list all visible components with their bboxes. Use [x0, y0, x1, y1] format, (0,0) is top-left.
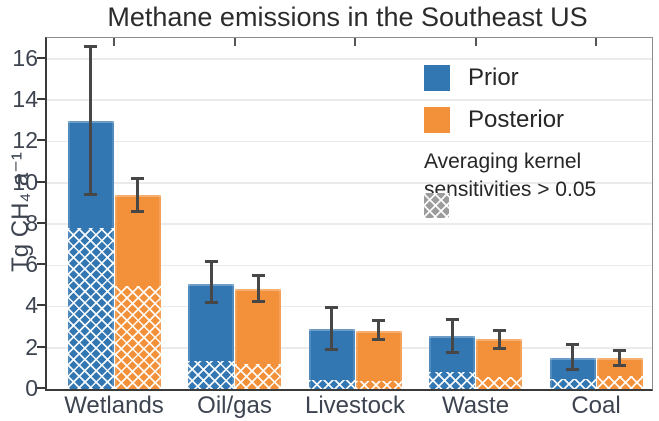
- y-tick-label-0: 0: [25, 375, 38, 401]
- y-tick-label-4: 4: [25, 292, 38, 319]
- prior-color-swatch: [424, 65, 450, 91]
- hatch-overlay-posterior-coal: [596, 375, 643, 389]
- error-bar-posterior-oil-gas: [256, 275, 260, 302]
- legend-label-posterior: Posterior: [468, 106, 565, 133]
- bar-prior-oil-gas: [188, 283, 234, 389]
- error-bar-posterior-wetlands: [136, 178, 139, 212]
- chart-title: Methane emissions in the Southeast US: [107, 2, 588, 32]
- error-bar-cap-low-posterior-wetlands: [131, 209, 144, 213]
- gridline-6: [47, 264, 652, 267]
- hatch-overlay-prior-waste: [429, 372, 475, 389]
- error-bar-cap-high-posterior-livestock: [372, 319, 385, 323]
- error-bar-cap-high-posterior-oil-gas: [251, 273, 265, 277]
- y-tick-mark-0: [37, 387, 45, 389]
- posterior-color-swatch: [424, 107, 450, 133]
- error-bar-posterior-waste: [497, 330, 501, 349]
- error-bar-cap-low-posterior-livestock: [372, 337, 385, 341]
- y-tick-mark-6: [37, 263, 45, 266]
- error-bar-prior-oil-gas: [209, 261, 213, 303]
- x-tick-mark-coal: [595, 38, 597, 46]
- error-bar-cap-low-prior-coal: [566, 367, 579, 371]
- legend-label-hatch: Averaging kernel sensitivities > 0.05: [424, 148, 596, 204]
- legend-item-hatch: Averaging kernel sensitivities > 0.05: [424, 148, 596, 218]
- error-bar-prior-waste: [450, 319, 454, 353]
- y-tick-label-10: 10: [12, 168, 38, 195]
- error-bar-cap-low-posterior-oil-gas: [251, 299, 265, 303]
- hatch-overlay-posterior-waste: [476, 376, 522, 389]
- x-tick-mark-waste: [474, 38, 477, 46]
- error-bar-cap-high-prior-oil-gas: [204, 259, 218, 263]
- x-tick-mark-oil-gas: [233, 38, 236, 46]
- error-bar-prior-wetlands: [89, 46, 92, 195]
- bar-posterior-wetlands: [114, 194, 161, 389]
- error-bar-prior-coal: [571, 344, 574, 370]
- error-bar-cap-low-prior-livestock: [325, 348, 338, 352]
- y-tick-label-6: 6: [25, 251, 38, 278]
- x-tick-label-coal: Coal: [571, 392, 621, 419]
- error-bar-cap-high-posterior-waste: [492, 328, 506, 332]
- error-bar-posterior-livestock: [377, 320, 380, 340]
- error-bar-prior-livestock: [330, 307, 333, 350]
- y-tick-label-16: 16: [12, 44, 38, 71]
- x-tick-mark-wetlands: [113, 38, 115, 46]
- hatch-overlay-prior-coal: [549, 378, 596, 389]
- gridline-12: [47, 140, 652, 143]
- y-tick-label-8: 8: [25, 209, 38, 236]
- x-tick-label-wetlands: Wetlands: [64, 392, 164, 419]
- y-tick-mark-2: [37, 345, 45, 348]
- x-tick-label-livestock: Livestock: [304, 392, 406, 419]
- bar-prior-wetlands: [67, 120, 114, 389]
- hatch-overlay-prior-wetlands: [67, 227, 114, 389]
- y-tick-mark-16: [37, 56, 45, 59]
- gridline-10: [47, 182, 652, 184]
- error-bar-cap-high-prior-wetlands: [84, 44, 97, 48]
- x-tick-label-waste: Waste: [441, 392, 510, 419]
- gridline-4: [47, 305, 652, 308]
- gridline-14: [47, 99, 652, 101]
- error-bar-cap-low-posterior-coal: [613, 363, 626, 367]
- hatch-overlay-posterior-oil-gas: [235, 364, 281, 389]
- y-tick-label-2: 2: [25, 333, 38, 360]
- legend-label-hatch-line1: Averaging kernel: [424, 150, 582, 173]
- bar-posterior-oil-gas: [235, 288, 281, 389]
- error-bar-cap-high-posterior-coal: [613, 349, 626, 353]
- error-bar-cap-low-prior-oil-gas: [204, 300, 218, 304]
- error-bar-cap-high-posterior-wetlands: [131, 176, 144, 180]
- y-tick-mark-4: [37, 304, 45, 307]
- y-tick-mark-8: [37, 221, 45, 224]
- gridline-8: [47, 223, 652, 225]
- y-tick-mark-14: [37, 97, 45, 100]
- y-tick-mark-10: [37, 180, 45, 183]
- hatch-overlay-prior-oil-gas: [188, 361, 234, 389]
- hatch-overlay-posterior-wetlands: [114, 285, 161, 389]
- legend-label-hatch-line2: sensitivities > 0.05: [424, 178, 597, 201]
- legend-item-prior: Prior: [424, 64, 596, 92]
- error-bar-cap-high-prior-waste: [445, 318, 459, 322]
- x-tick-label-oil-gas: Oil/gas: [197, 392, 272, 419]
- plot-area: Prior Posterior Averaging kernel sensiti…: [45, 37, 653, 391]
- error-bar-posterior-coal: [618, 350, 621, 366]
- error-bar-cap-low-prior-wetlands: [84, 193, 97, 197]
- y-tick-mark-12: [37, 139, 45, 142]
- legend-item-posterior: Posterior: [424, 106, 596, 134]
- y-tick-label-14: 14: [12, 85, 38, 112]
- hatch-overlay-posterior-livestock: [355, 380, 402, 389]
- y-tick-label-12: 12: [12, 127, 38, 154]
- gridline-16: [47, 58, 652, 60]
- hatch-overlay-prior-livestock: [308, 379, 355, 389]
- x-tick-mark-livestock: [354, 38, 356, 46]
- legend-label-prior: Prior: [468, 64, 519, 91]
- error-bar-cap-high-prior-coal: [566, 343, 579, 347]
- error-bar-cap-low-posterior-waste: [492, 347, 506, 351]
- legend: Prior Posterior Averaging kernel sensiti…: [424, 64, 596, 218]
- error-bar-cap-low-prior-waste: [445, 351, 459, 355]
- hatch-pattern-swatch: [424, 193, 449, 218]
- error-bar-cap-high-prior-livestock: [325, 305, 338, 309]
